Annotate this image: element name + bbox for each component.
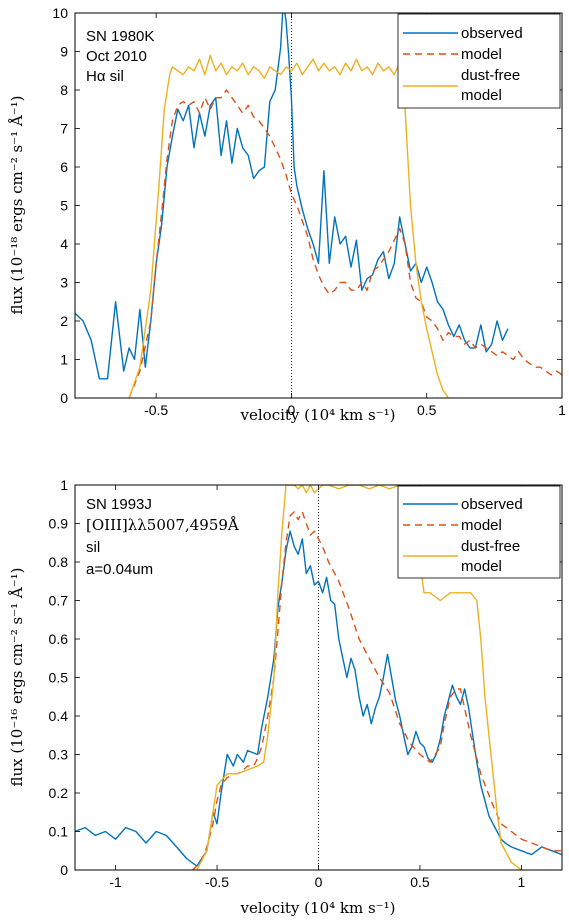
legend-2-dustfree-label-2: model (461, 558, 502, 575)
y-tick-label-1: 2 (60, 313, 68, 329)
y-tick-label-1: 6 (60, 159, 68, 175)
y-tick-label-2: 0.8 (49, 554, 69, 570)
series-line-observed-1 (75, 13, 509, 380)
annotation-2-line-4: a=0.04um (86, 561, 153, 578)
legend-2-model-label: model (461, 517, 502, 534)
legend-1: observed model dust-free model (397, 13, 561, 109)
legend-box-2 (397, 485, 561, 579)
x-tick-label-1: 0.5 (417, 402, 437, 418)
annotation-1-line-2: Oct 2010 (86, 48, 147, 65)
x-tick-label-2: 0 (315, 874, 323, 890)
y-tick-label-1: 5 (60, 198, 68, 214)
ticks-2: -1 -0.5 0 0.5 1 0 0.1 0.2 0.3 0.4 0.5 0.6 0.7 0.8 0.9 1 (49, 477, 562, 890)
legend-1-observed-label: observed (461, 25, 523, 42)
legend-1-model-label: model (461, 46, 502, 63)
y-tick-label-1: 7 (60, 121, 68, 137)
y-tick-label-1: 8 (60, 82, 68, 98)
legend-1-dustfree-label-1: dust-free (461, 67, 520, 84)
y-tick-label-2: 0.5 (49, 670, 69, 686)
series-line-observed-2 (75, 530, 562, 867)
y-tick-label-1: 0 (60, 390, 68, 406)
legend-2-dustfree-label-1: dust-free (461, 538, 520, 555)
y-tick-label-2: 1 (60, 477, 68, 493)
series-line-model-1 (128, 89, 562, 398)
x-tick-label-2: 0.5 (410, 874, 430, 890)
y-tick-label-2: 0.2 (49, 785, 69, 801)
series-line-dust-free-model-1 (128, 54, 449, 398)
y-tick-label-2: 0.4 (49, 708, 69, 724)
y-tick-label-2: 0.9 (49, 516, 69, 532)
x-tick-label-2: -1 (109, 874, 122, 890)
series-layer-1 (75, 13, 562, 398)
y-tick-label-2: 0.3 (49, 747, 69, 763)
y-tick-label-1: 3 (60, 275, 68, 291)
x-tick-label-1: 1 (558, 402, 566, 418)
y-tick-label-2: 0 (60, 862, 68, 878)
annotation-2-line-2: [OIII]λλ5007,4959Å (86, 516, 239, 534)
y-tick-label-1: 10 (52, 5, 68, 21)
legend-2-observed-label: observed (461, 496, 523, 513)
legend-box-1 (397, 13, 561, 109)
y-axis-label-2: flux (10⁻¹⁶ ergs cm⁻² s⁻¹ Å⁻¹) (8, 568, 26, 787)
x-tick-label-2: -0.5 (205, 874, 229, 890)
legend-1-dustfree-label-2: model (461, 87, 502, 104)
annotation-1-line-3: Hα sil (86, 68, 124, 85)
x-tick-label-1: -0.5 (144, 402, 168, 418)
y-tick-label-2: 0.7 (49, 593, 69, 609)
series-layer-2 (75, 485, 562, 870)
y-tick-label-2: 0.6 (49, 631, 69, 647)
annotation-1-line-1: SN 1980K (86, 28, 154, 45)
legend-2: observed model dust-free model (397, 485, 561, 579)
series-line-model-2 (192, 511, 562, 870)
series-line-dust-free-model-2 (196, 485, 522, 870)
annotation-2-line-3: sil (86, 539, 100, 556)
y-tick-label-2: 0.1 (49, 824, 69, 840)
annotation-2-line-1: SN 1993J (86, 496, 152, 513)
x-tick-label-1: 0 (288, 402, 296, 418)
y-tick-label-1: 4 (60, 236, 68, 252)
y-axis-label-1: flux (10⁻¹⁸ ergs cm⁻² s⁻¹ Å⁻¹) (8, 96, 26, 315)
x-axis-label-1: velocity (10⁴ km s⁻¹) (240, 406, 396, 424)
y-tick-label-1: 9 (60, 44, 68, 60)
panel-2: -1 -0.5 0 0.5 1 0 0.1 0.2 0.3 0.4 0.5 0.6 0.7 0.8 0.9 1… (8, 477, 563, 917)
x-axis-label-2: velocity (10⁴ km s⁻¹) (240, 899, 396, 917)
y-tick-label-1: 1 (60, 352, 68, 368)
x-tick-label-2: 1 (518, 874, 526, 890)
